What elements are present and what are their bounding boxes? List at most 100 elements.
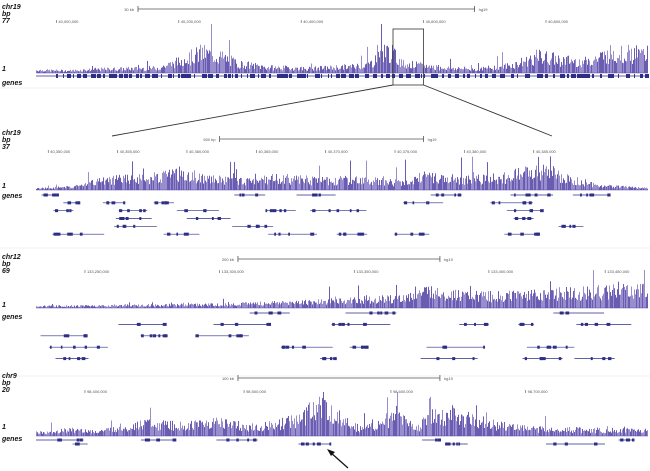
signal-bar <box>508 175 509 190</box>
signal-bar <box>206 182 207 190</box>
signal-bar <box>179 430 180 436</box>
signal-bar <box>459 424 460 436</box>
gene-exon <box>247 438 250 442</box>
signal-bar <box>191 303 192 308</box>
signal-bar <box>460 421 461 436</box>
signal-bar <box>432 172 433 190</box>
gene-block <box>540 74 543 78</box>
signal-bar <box>640 188 641 190</box>
gene-exon <box>158 334 161 338</box>
signal-bar <box>570 287 571 308</box>
signal-bar <box>227 177 228 190</box>
signal-bar <box>97 178 98 190</box>
signal-bar <box>49 432 50 436</box>
signal-bar <box>115 70 116 73</box>
signal-bar <box>401 301 402 308</box>
signal-bar <box>596 58 597 73</box>
signal-bar <box>52 433 53 436</box>
signal-bar <box>222 305 223 308</box>
gene-block <box>381 74 383 78</box>
signal-bar <box>270 304 271 308</box>
gene-exon <box>356 209 360 213</box>
signal-bar <box>431 177 432 190</box>
signal-bar <box>363 183 364 190</box>
signal-bar <box>76 305 77 308</box>
gene-block <box>386 74 390 78</box>
signal-bar <box>533 426 534 436</box>
signal-bar <box>644 430 645 436</box>
signal-bar <box>415 67 416 73</box>
signal-bar <box>58 305 59 308</box>
signal-bar <box>66 186 67 190</box>
signal-bar <box>407 423 408 436</box>
signal-bar <box>435 70 436 73</box>
signal-bar <box>410 68 411 73</box>
signal-bar <box>88 430 89 436</box>
signal-bar <box>55 306 56 308</box>
signal-bar <box>269 179 270 190</box>
signal-bar <box>537 296 538 308</box>
signal-bar <box>314 67 315 73</box>
signal-bar <box>632 295 633 308</box>
signal-bar <box>155 176 156 190</box>
signal-bar <box>112 304 113 308</box>
gene-block <box>560 74 565 78</box>
signal-bar <box>151 177 152 190</box>
signal-bar <box>208 178 209 190</box>
signal-bar <box>136 428 137 436</box>
signal-bar <box>566 57 567 73</box>
gene-exon <box>56 232 61 236</box>
signal-bar <box>224 428 225 436</box>
signal-bar <box>630 295 631 308</box>
signal-bar <box>575 185 576 190</box>
gene-exon <box>565 311 570 315</box>
signal-bar <box>297 303 298 308</box>
signal-bar <box>231 428 232 436</box>
signal-bar <box>579 185 580 190</box>
signal-bar <box>113 305 114 308</box>
signal-bar <box>489 301 490 308</box>
signal-bar <box>581 299 582 308</box>
signal-bar <box>359 183 360 190</box>
signal-bar <box>142 429 143 436</box>
signal-bar <box>269 421 270 436</box>
signal-bar <box>208 53 209 73</box>
signal-bar <box>629 296 630 308</box>
signal-bar <box>157 304 158 308</box>
signal-bar <box>226 61 227 73</box>
signal-bar <box>616 62 617 73</box>
gene-exon <box>136 322 141 326</box>
signal-bar <box>413 293 414 308</box>
signal-bar <box>190 423 191 436</box>
gene-exon <box>445 442 450 446</box>
signal-bar <box>593 60 594 73</box>
signal-bar <box>545 168 546 190</box>
signal-bar <box>170 420 171 436</box>
signal-bar <box>177 429 178 436</box>
signal-bar <box>529 429 530 436</box>
signal-bar <box>294 418 295 436</box>
scale-bar-label: 30 kb <box>124 7 135 12</box>
signal-bar <box>335 296 336 308</box>
signal-bar <box>630 60 631 73</box>
signal-bar <box>68 186 69 190</box>
signal-bar <box>82 71 83 73</box>
signal-bar <box>150 67 151 73</box>
gene-exon <box>45 193 48 197</box>
signal-bar <box>380 185 381 190</box>
signal-bar <box>524 171 525 190</box>
signal-bar <box>120 304 121 308</box>
signal-bar <box>569 426 570 436</box>
gene-block <box>269 74 271 78</box>
signal-bar <box>637 188 638 190</box>
signal-bar <box>534 427 535 436</box>
signal-bar <box>379 424 380 436</box>
signal-bar <box>380 423 381 436</box>
gene-exon <box>76 442 80 446</box>
signal-bar <box>430 175 431 190</box>
signal-bar <box>600 52 601 73</box>
signal-bar <box>376 429 377 436</box>
signal-bar <box>235 59 236 73</box>
panel-2-min: 1 <box>2 183 6 190</box>
signal-bar <box>479 180 480 190</box>
